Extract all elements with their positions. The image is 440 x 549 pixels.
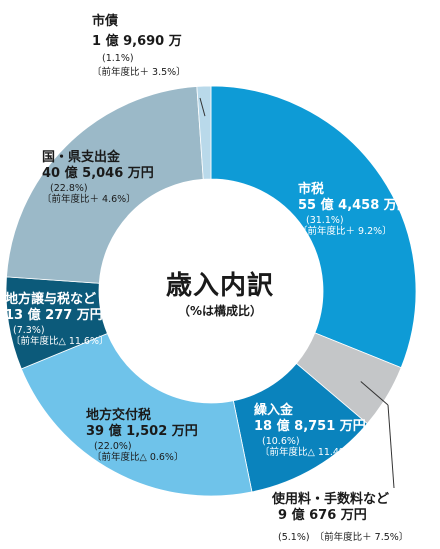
label-kofuzei-share: (22.0%) <box>94 440 132 452</box>
label-kuriirekin-share: (10.6%) <box>262 435 300 447</box>
label-shishutsu-share: (22.8%) <box>50 182 88 194</box>
label-kofuzei-name: 地方交付税 <box>86 408 152 423</box>
label-shisai-name: 市債 <box>92 14 119 29</box>
label-joyozei: 地方譲与税など 13 億 277 万円 (7.3%) 〔前年度比△ 11.6%〕 <box>5 292 109 348</box>
label-shiyoryo-share: (5.1%) <box>278 531 310 543</box>
label-shishutsu-change: 〔前年度比＋ 4.6%〕 <box>42 194 136 206</box>
label-joyozei-share: (7.3%) <box>13 324 45 336</box>
label-shiyoryo-change: 〔前年度比＋ 7.5%〕 <box>314 531 409 543</box>
label-shisai: 市債 1 億 9,690 万 (1.1%) 〔前年度比＋ 3.5%〕 <box>92 14 186 79</box>
leader-line-shisai <box>199 97 206 117</box>
label-shizei-amount: 55 億 4,458 万円 <box>298 198 410 214</box>
label-shishutsu-name: 国・県支出金 <box>42 150 121 165</box>
label-kofuzei: 地方交付税 39 億 1,502 万円 (22.0%) 〔前年度比△ 0.6%〕 <box>86 408 198 464</box>
leader-line-shiyoryo <box>360 381 389 406</box>
label-kuriirekin-change: 〔前年度比△ 11.4%〕 <box>260 447 358 459</box>
label-shiyoryo: 使用料・手数料など 9 億 676 万円 (5.1%) 〔前年度比＋ 7.5%〕 <box>272 492 408 545</box>
label-shiyoryo-amount: 9 億 676 万円 <box>278 508 367 524</box>
label-shizei-change: 〔前年度比＋ 9.2%〕 <box>298 226 392 238</box>
label-joyozei-change: 〔前年度比△ 11.6%〕 <box>11 336 109 348</box>
slice-shizei <box>210 85 417 369</box>
label-joyozei-name: 地方譲与税など <box>5 292 97 307</box>
label-kuriirekin-amount: 18 億 8,751 万円 <box>254 419 366 435</box>
label-shishutsu-amount: 40 億 5,046 万円 <box>42 166 154 182</box>
label-shisai-amount: 1 億 9,690 万 <box>92 34 182 50</box>
label-shizei: 市税 55 億 4,458 万円 (31.1%) 〔前年度比＋ 9.2%〕 <box>298 182 410 238</box>
slice-kofuzei <box>20 333 253 497</box>
slice-shisai <box>196 85 212 180</box>
label-shizei-name: 市税 <box>298 182 325 197</box>
label-shisai-change: 〔前年度比＋ 3.5%〕 <box>92 67 186 79</box>
label-shisai-share: (1.1%) <box>102 52 134 64</box>
chart-subtitle: （%は構成比） <box>177 304 263 318</box>
label-kofuzei-amount: 39 億 1,502 万円 <box>86 424 198 440</box>
chart-title: 歳入内訳 <box>165 271 274 301</box>
label-kuriirekin: 繰入金 18 億 8,751 万円 (10.6%) 〔前年度比△ 11.4%〕 <box>254 403 366 459</box>
leader-line-shiyoryo-drop <box>387 404 395 489</box>
label-kofuzei-change: 〔前年度比△ 0.6%〕 <box>92 452 184 464</box>
label-shishutsu: 国・県支出金 40 億 5,046 万円 (22.8%) 〔前年度比＋ 4.6%… <box>42 150 154 206</box>
label-joyozei-amount: 13 億 277 万円 <box>5 308 103 324</box>
label-kuriirekin-name: 繰入金 <box>254 403 294 418</box>
slice-shishutsu <box>6 86 204 284</box>
label-shizei-share: (31.1%) <box>306 214 344 226</box>
label-shiyoryo-name: 使用料・手数料など <box>272 492 390 507</box>
